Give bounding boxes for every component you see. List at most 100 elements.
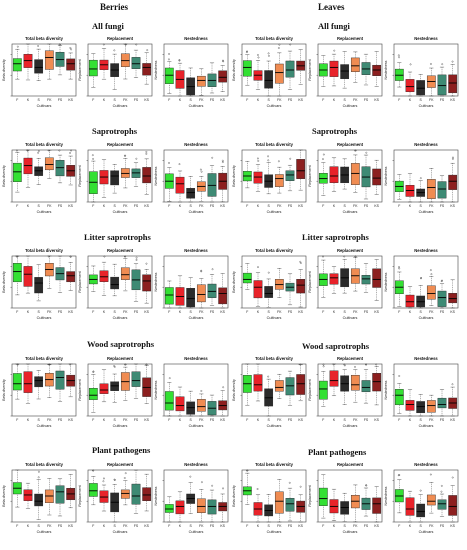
outlier-berries-litter-saprotrophs-replacement-k	[103, 255, 106, 258]
panel-title-berries-litter-saprotrophs-total-beta-diversity: Total beta diversity	[25, 248, 64, 253]
outlier-leaves-all-fungi-total-beta-diversity-s	[267, 52, 270, 55]
x-tick-label-berries-wood-saprotrophs-replacement-fs: FS	[134, 418, 139, 422]
box-berries-wood-saprotrophs-replacement-f	[88, 387, 98, 400]
x-tick-label-berries-litter-saprotrophs-total-beta-diversity-fs: FS	[58, 310, 63, 314]
outlier-leaves-litter-saprotrophs-nestedness-fs	[441, 279, 443, 282]
x-tick-label-leaves-plant-pathogens-nestedness-s: S	[420, 524, 423, 528]
y-label-leaves-saprotrophs-total-beta-diversity: Beta diversity	[232, 165, 236, 187]
outlier-berries-wood-saprotrophs-replacement-f	[92, 370, 95, 373]
y-label-leaves-wood-saprotrophs-nestedness: Nestedness	[384, 380, 388, 399]
box-leaves-wood-saprotrophs-total-beta-diversity-fs	[285, 377, 295, 396]
outlier-leaves-all-fungi-replacement-k	[333, 49, 336, 52]
box-berries-litter-saprotrophs-total-beta-diversity-ks	[66, 271, 76, 283]
outlier-berries-plant-pathogens-nestedness-ks	[222, 487, 224, 490]
x-tick-label-berries-all-fungi-total-beta-diversity-ks: KS	[68, 98, 73, 102]
x-tick-label-leaves-saprotrophs-total-beta-diversity-k: K	[257, 204, 260, 208]
x-tick-label-leaves-litter-saprotrophs-nestedness-k: K	[409, 310, 412, 314]
panel-frame-leaves-wood-saprotrophs-total-beta-diversity	[241, 363, 307, 417]
x-label-leaves-litter-saprotrophs-nestedness: Cultivars	[419, 316, 434, 320]
x-tick-label-leaves-all-fungi-nestedness-ks: KS	[450, 98, 455, 102]
x-tick-label-leaves-wood-saprotrophs-total-beta-diversity-ks: KS	[298, 418, 303, 422]
box-leaves-litter-saprotrophs-nestedness-k	[405, 294, 415, 308]
outlier-leaves-all-fungi-nestedness-f	[398, 56, 400, 59]
x-tick-label-berries-litter-saprotrophs-total-beta-diversity-ks: KS	[68, 310, 73, 314]
x-tick-label-leaves-saprotrophs-nestedness-fs: FS	[440, 204, 445, 208]
panel-title-berries-all-fungi-nestedness: Nestedness	[184, 36, 208, 41]
x-tick-label-leaves-litter-saprotrophs-nestedness-f: F	[398, 310, 400, 314]
box-berries-wood-saprotrophs-nestedness-fk	[196, 399, 206, 412]
x-tick-label-leaves-plant-pathogens-total-beta-diversity-ks: KS	[298, 524, 303, 528]
outlier-berries-litter-saprotrophs-total-beta-diversity-fk	[47, 255, 50, 258]
outlier-leaves-wood-saprotrophs-total-beta-diversity-ks	[299, 363, 302, 366]
outlier-berries-wood-saprotrophs-replacement-fk	[124, 363, 127, 366]
panel-title-leaves-plant-pathogens-total-beta-diversity: Total beta diversity	[255, 462, 294, 467]
x-tick-label-berries-wood-saprotrophs-total-beta-diversity-k: K	[27, 418, 30, 422]
y-label-leaves-all-fungi-total-beta-diversity: Beta diversity	[232, 59, 236, 81]
x-label-berries-litter-saprotrophs-nestedness: Cultivars	[189, 316, 204, 320]
outlier-berries-all-fungi-nestedness-k	[178, 59, 181, 62]
outlier-berries-all-fungi-replacement-s	[113, 49, 116, 52]
box-berries-plant-pathogens-replacement-fs	[131, 483, 141, 505]
box-leaves-wood-saprotrophs-nestedness-fk	[426, 400, 436, 413]
x-tick-label-berries-wood-saprotrophs-total-beta-diversity-fs: FS	[58, 418, 63, 422]
group-title-leaves-litter-saprotrophs: Litter saprotrophs	[302, 232, 369, 242]
x-tick-label-leaves-litter-saprotrophs-total-beta-diversity-ks: KS	[298, 310, 303, 314]
x-tick-label-leaves-wood-saprotrophs-nestedness-ks: KS	[450, 418, 455, 422]
outlier-berries-all-fungi-nestedness-f	[168, 58, 170, 61]
box-leaves-wood-saprotrophs-nestedness-s	[416, 401, 426, 414]
x-tick-label-berries-saprotrophs-total-beta-diversity-fs: FS	[58, 204, 63, 208]
x-label-berries-wood-saprotrophs-nestedness: Cultivars	[189, 424, 204, 428]
outlier-leaves-litter-saprotrophs-total-beta-diversity-ks	[299, 260, 302, 263]
panel-title-leaves-all-fungi-nestedness: Nestedness	[414, 36, 438, 41]
outlier-berries-saprotrophs-nestedness-fs	[211, 156, 214, 159]
panel-frame-berries-litter-saprotrophs-replacement	[87, 255, 153, 309]
x-tick-label-leaves-saprotrophs-replacement-s: S	[344, 204, 347, 208]
outlier-leaves-litter-saprotrophs-total-beta-diversity-s	[267, 271, 270, 274]
y-label-leaves-litter-saprotrophs-nestedness: Nestedness	[384, 272, 388, 291]
box-leaves-saprotrophs-replacement-fk	[350, 163, 360, 185]
x-tick-label-berries-litter-saprotrophs-replacement-f: F	[92, 310, 94, 314]
box-berries-saprotrophs-nestedness-k	[175, 176, 185, 194]
y-label-leaves-plant-pathogens-total-beta-diversity: Beta diversity	[232, 485, 236, 507]
y-label-leaves-all-fungi-replacement: Replacement	[308, 59, 312, 80]
x-label-berries-all-fungi-replacement: Cultivars	[113, 104, 128, 108]
y-label-berries-all-fungi-nestedness: Nestedness	[154, 60, 158, 79]
x-tick-label-berries-all-fungi-total-beta-diversity-f: F	[16, 98, 18, 102]
panel-title-leaves-saprotrophs-nestedness: Nestedness	[414, 142, 438, 147]
x-tick-label-berries-wood-saprotrophs-total-beta-diversity-s: S	[38, 418, 41, 422]
box-berries-plant-pathogens-total-beta-diversity-fs	[55, 485, 65, 504]
x-label-berries-litter-saprotrophs-replacement: Cultivars	[113, 316, 128, 320]
outlier-berries-wood-saprotrophs-total-beta-diversity-f	[16, 363, 19, 366]
outlier-leaves-wood-saprotrophs-replacement-k	[332, 363, 335, 366]
box-berries-plant-pathogens-nestedness-f	[164, 504, 174, 513]
box-berries-saprotrophs-total-beta-diversity-f	[12, 162, 22, 182]
panel-frame-leaves-all-fungi-replacement	[317, 43, 383, 97]
box-leaves-saprotrophs-nestedness-fk	[426, 179, 436, 199]
x-tick-label-berries-saprotrophs-nestedness-fs: FS	[210, 204, 215, 208]
outlier-leaves-all-fungi-nestedness-fk	[430, 63, 432, 65]
x-tick-label-leaves-wood-saprotrophs-total-beta-diversity-fk: FK	[277, 418, 282, 422]
box-berries-wood-saprotrophs-total-beta-diversity-f	[12, 373, 22, 391]
y-label-berries-wood-saprotrophs-replacement: Replacement	[78, 379, 82, 400]
panel-title-leaves-all-fungi-total-beta-diversity: Total beta diversity	[255, 36, 294, 41]
y-label-leaves-wood-saprotrophs-total-beta-diversity: Beta diversity	[232, 379, 236, 401]
x-tick-label-berries-litter-saprotrophs-replacement-fs: FS	[134, 310, 139, 314]
x-tick-label-leaves-plant-pathogens-replacement-f: F	[322, 524, 324, 528]
x-tick-label-berries-litter-saprotrophs-total-beta-diversity-k: K	[27, 310, 30, 314]
outlier-berries-all-fungi-total-beta-diversity-s	[37, 45, 40, 47]
x-label-leaves-wood-saprotrophs-nestedness: Cultivars	[419, 424, 434, 428]
box-berries-all-fungi-total-beta-diversity-f	[12, 58, 22, 72]
box-berries-plant-pathogens-nestedness-fs	[207, 499, 217, 515]
outlier-berries-saprotrophs-replacement-f	[91, 154, 94, 157]
x-tick-label-leaves-saprotrophs-total-beta-diversity-fk: FK	[277, 204, 282, 208]
x-tick-label-berries-wood-saprotrophs-total-beta-diversity-fk: FK	[47, 418, 52, 422]
x-tick-label-leaves-saprotrophs-total-beta-diversity-f: F	[246, 204, 248, 208]
x-tick-label-leaves-litter-saprotrophs-nestedness-s: S	[420, 310, 423, 314]
x-tick-label-berries-plant-pathogens-total-beta-diversity-ks: KS	[68, 524, 73, 528]
box-berries-saprotrophs-total-beta-diversity-fk	[44, 157, 54, 171]
panel-title-leaves-wood-saprotrophs-nestedness: Nestedness	[414, 356, 438, 361]
box-leaves-plant-pathogens-nestedness-ks	[448, 495, 458, 516]
box-leaves-all-fungi-nestedness-s	[416, 80, 426, 96]
panel-title-leaves-saprotrophs-total-beta-diversity: Total beta diversity	[255, 142, 294, 147]
x-tick-label-leaves-wood-saprotrophs-replacement-k: K	[333, 418, 336, 422]
